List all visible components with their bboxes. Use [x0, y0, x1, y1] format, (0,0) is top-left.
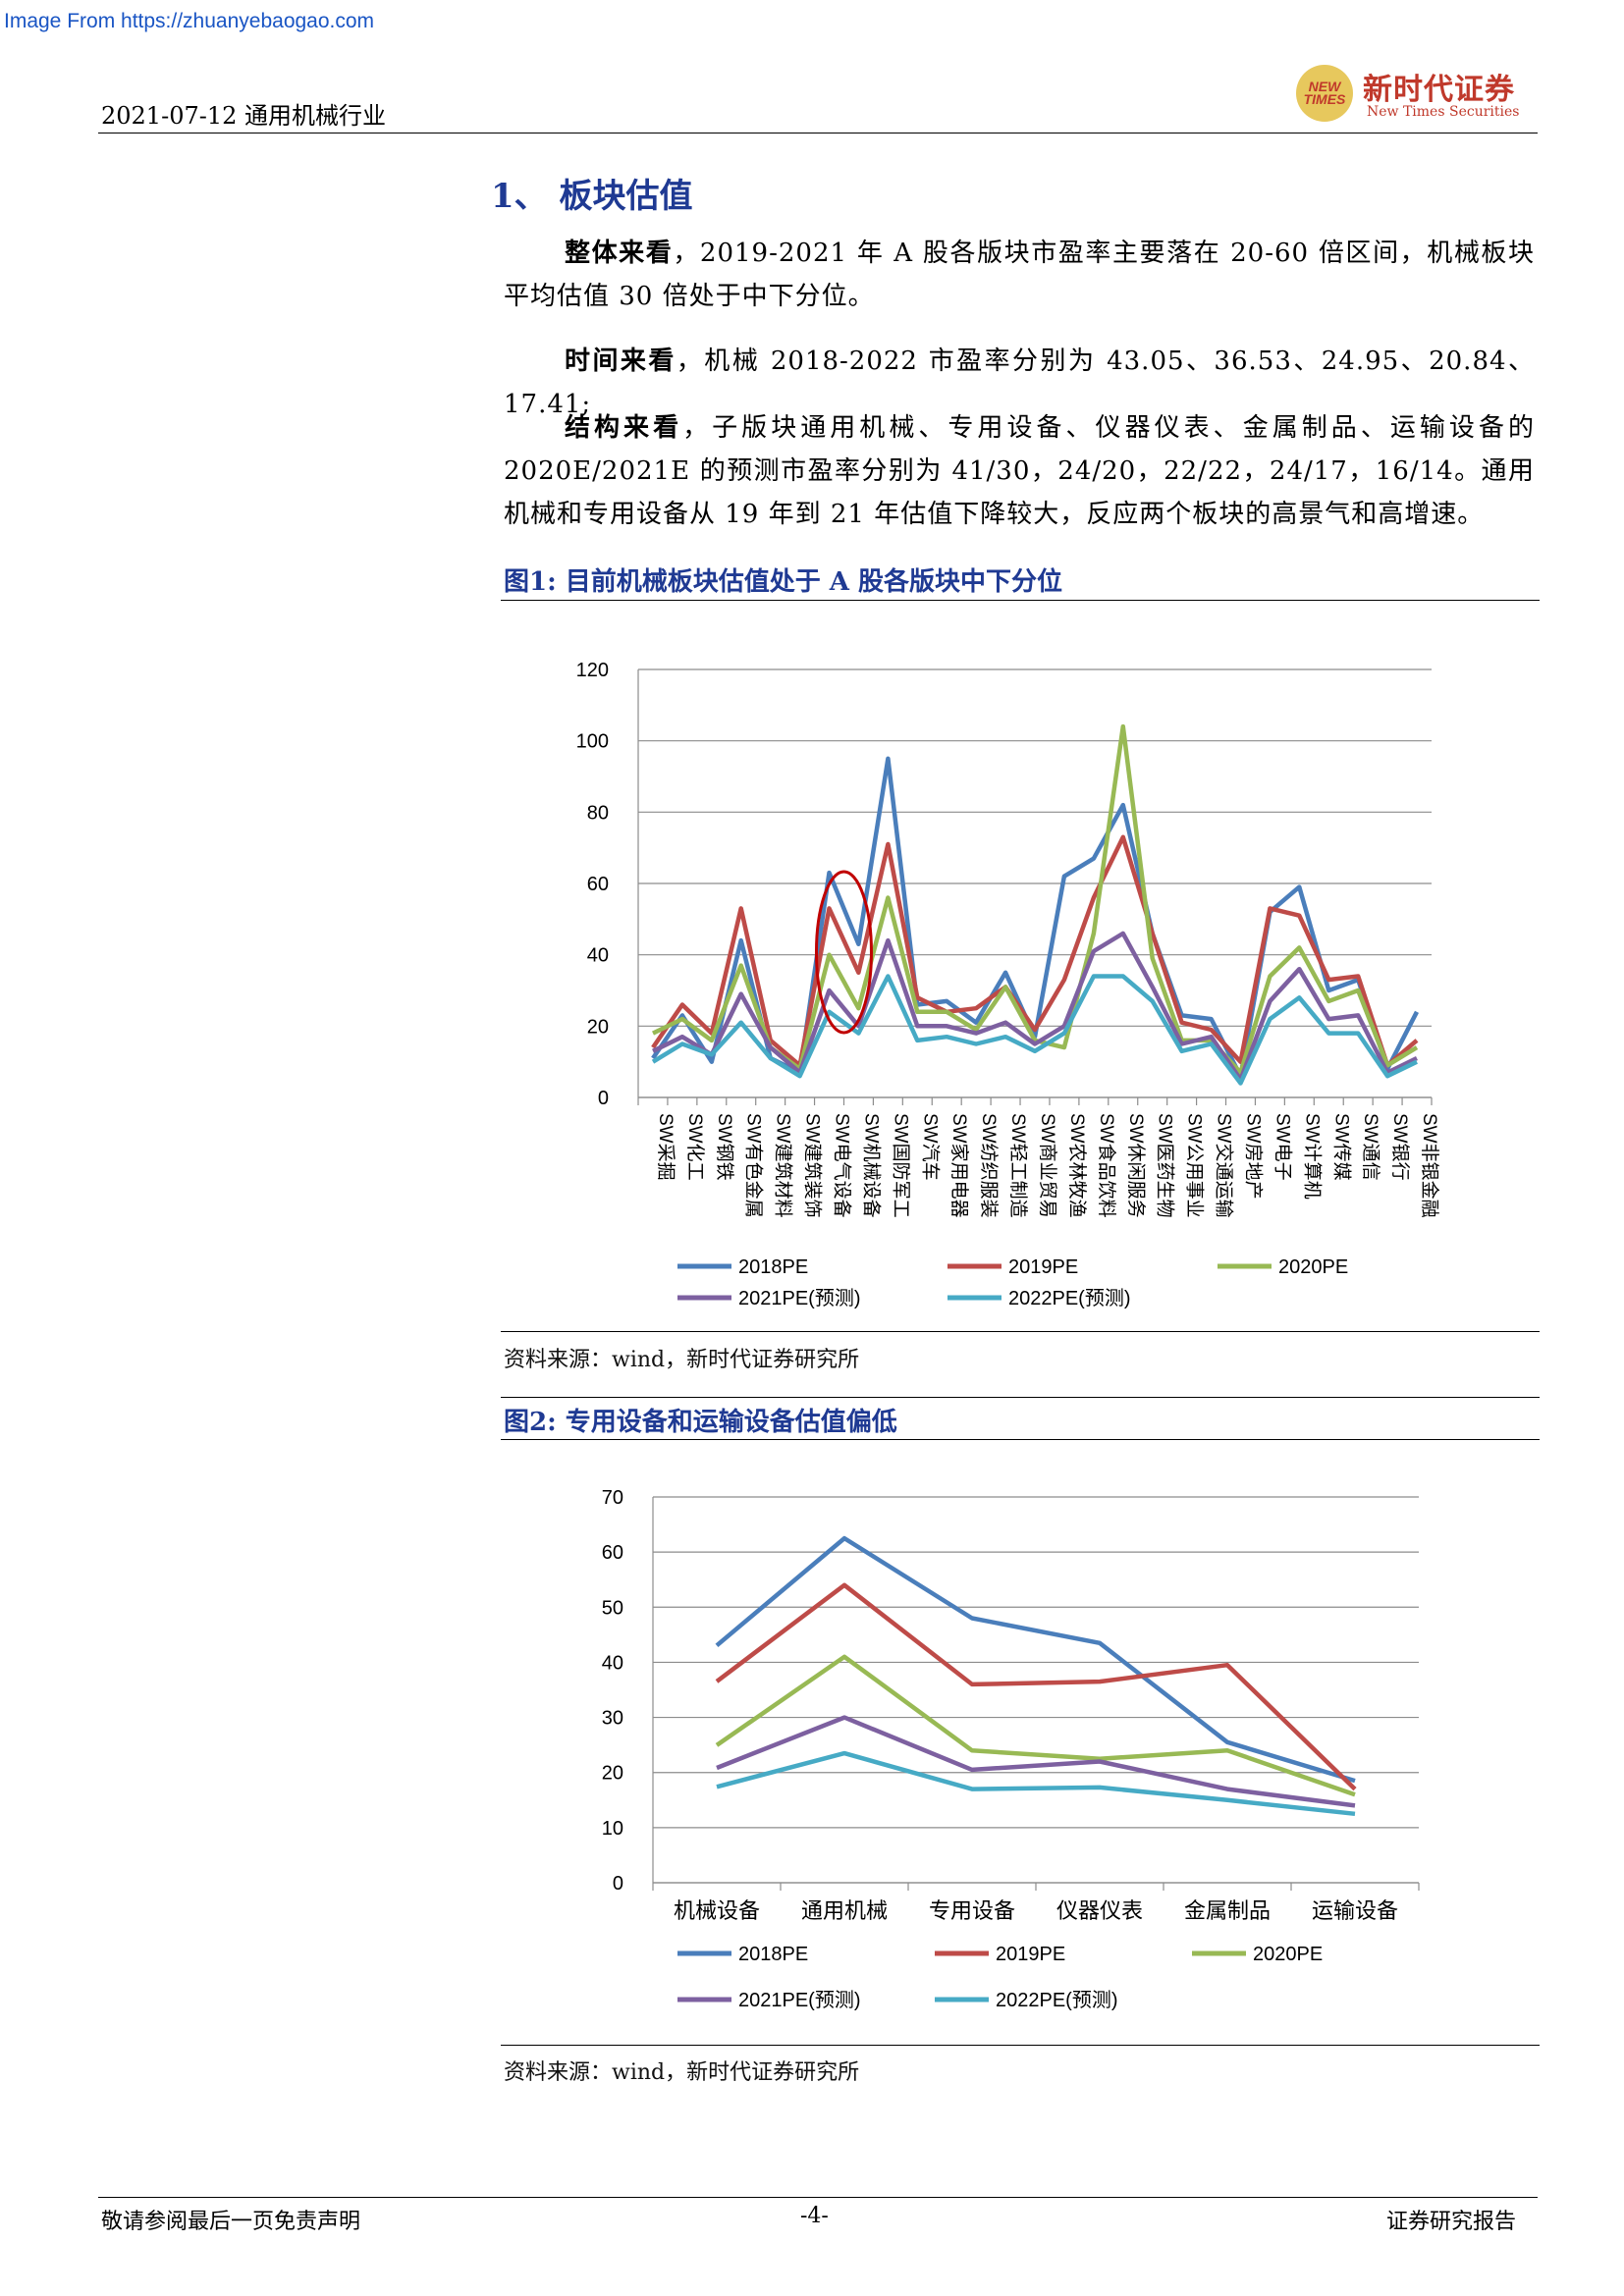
x-tick-label: SW银行 [1389, 1113, 1411, 1181]
y-tick-label: 80 [587, 802, 609, 824]
figure2-bottom-rule [501, 2045, 1540, 2046]
y-tick-label: 0 [598, 1088, 609, 1109]
paragraph-overall: 整体来看，2019-2021 年 A 股各版块市盈率主要落在 20-60 倍区间… [504, 232, 1535, 318]
legend-label: 2018PE [738, 1944, 808, 1965]
x-tick-label: 机械设备 [674, 1898, 760, 1923]
y-tick-label: 70 [602, 1487, 623, 1509]
figure2-title: 图2: 专用设备和运输设备估值偏低 [504, 1402, 897, 1438]
header-date-industry: 2021-07-12 通用机械行业 [101, 96, 386, 131]
figure1-top-rule [501, 600, 1540, 601]
x-tick-label: SW传媒 [1330, 1113, 1352, 1181]
footer-disclaimer: 敬请参阅最后一页免责声明 [101, 2204, 360, 2235]
x-tick-label: SW家用电器 [948, 1113, 970, 1218]
y-tick-label: 60 [602, 1542, 623, 1564]
x-tick-label: SW轻工制造 [1007, 1113, 1029, 1218]
legend-label: 2019PE [1008, 1256, 1078, 1278]
x-tick-label: SW非银金融 [1419, 1113, 1440, 1218]
x-tick-label: SW建筑装饰 [802, 1113, 824, 1218]
logo-english-name: New Times Securities [1367, 104, 1519, 120]
figure2-top-rule [501, 1397, 1540, 1398]
footer-rule [98, 2197, 1538, 2198]
x-tick-label: SW交通运输 [1214, 1113, 1235, 1218]
logo-emblem-text: NEW TIMES [1300, 80, 1349, 106]
figure1-title: 图1: 目前机械板块估值处于 A 股各版块中下分位 [504, 561, 1062, 598]
legend-label: 2022PE(预测) [1008, 1287, 1131, 1309]
paragraph-lead: 整体来看 [565, 239, 673, 268]
y-tick-label: 20 [602, 1763, 623, 1785]
x-tick-label: SW采掘 [655, 1113, 677, 1181]
y-tick-label: 40 [587, 945, 609, 967]
x-tick-label: SW化工 [684, 1113, 706, 1181]
y-tick-label: 20 [587, 1016, 609, 1038]
legend-label: 2021PE(预测) [738, 1989, 861, 2011]
legend-label: 2020PE [1253, 1944, 1323, 1965]
logo-emblem: NEW TIMES [1296, 65, 1353, 122]
x-tick-label: SW机械设备 [860, 1113, 882, 1218]
x-tick-label: 运输设备 [1312, 1898, 1398, 1923]
y-tick-label: 50 [602, 1597, 623, 1619]
legend-label: 2022PE(预测) [996, 1989, 1118, 2011]
figure1-bottom-rule [501, 1331, 1540, 1332]
figure1-source: 资料来源：wind，新时代证券研究所 [504, 1342, 859, 1373]
x-tick-label: SW电子 [1272, 1113, 1293, 1181]
legend-label: 2018PE [738, 1256, 808, 1278]
y-tick-label: 120 [576, 660, 609, 681]
company-logo: NEW TIMES 新时代证券 New Times Securities [1296, 61, 1542, 130]
x-tick-label: SW农林牧渔 [1066, 1113, 1088, 1218]
chart1-pe-by-sector: 0 20 40 60 80 100 120 SW采掘 SW化工 SW钢铁 SW有色金属 SW建筑材料 S… [501, 609, 1540, 1325]
x-tick-label: SW医药生物 [1155, 1113, 1176, 1218]
x-tick-label: SW通信 [1360, 1113, 1381, 1181]
paragraph-lead: 时间来看 [565, 347, 677, 376]
series-line-2020PE [717, 1657, 1355, 1794]
x-tick-label: 仪器仪表 [1056, 1898, 1143, 1923]
series-line-2019PE [717, 1585, 1355, 1789]
paragraph-lead: 结构来看 [565, 413, 682, 443]
y-tick-label: 0 [613, 1873, 623, 1895]
x-tick-label: SW国防军工 [890, 1113, 911, 1218]
figure2-title-rule [501, 1439, 1540, 1440]
legend-label: 2021PE(预测) [738, 1287, 861, 1309]
x-tick-label: SW房地产 [1242, 1113, 1264, 1200]
y-tick-label: 30 [602, 1708, 623, 1730]
paragraph-structure: 结构来看，子版块通用机械、专用设备、仪器仪表、金属制品、运输设备的 2020E/… [504, 406, 1535, 536]
x-tick-label: SW电气设备 [832, 1113, 853, 1218]
x-tick-label: SW商业贸易 [1037, 1113, 1058, 1218]
x-tick-label: 专用设备 [929, 1898, 1015, 1923]
x-tick-label: SW食品饮料 [1096, 1113, 1117, 1218]
footer-page-number: -4- [800, 2204, 829, 2228]
source-link[interactable]: Image From https://zhuanyebaogao.com [4, 10, 374, 33]
legend-label: 2020PE [1278, 1256, 1348, 1278]
legend-label: 2019PE [996, 1944, 1065, 1965]
section-title: 1、 板块估值 [491, 169, 693, 217]
figure2-source: 资料来源：wind，新时代证券研究所 [504, 2055, 859, 2086]
y-tick-label: 40 [602, 1652, 623, 1674]
y-tick-label: 10 [602, 1818, 623, 1840]
x-tick-label: 金属制品 [1184, 1898, 1271, 1923]
logo-chinese-name: 新时代证券 [1363, 65, 1515, 108]
x-tick-label: SW汽车 [919, 1113, 941, 1181]
x-tick-label: SW休闲服务 [1125, 1113, 1147, 1218]
y-tick-label: 60 [587, 874, 609, 895]
x-tick-label: SW计算机 [1301, 1113, 1323, 1200]
x-tick-label: SW建筑材料 [773, 1113, 794, 1218]
footer-report-type: 证券研究报告 [1386, 2204, 1516, 2235]
x-tick-label: SW钢铁 [714, 1113, 735, 1181]
x-tick-label: 通用机械 [801, 1898, 888, 1923]
x-tick-label: SW纺织服装 [978, 1113, 1000, 1218]
chart2-pe-by-subsector: 0 10 20 30 40 50 60 70 机械设备 通用机械 专用设备 仪器仪表 金属制品 运输设备 2… [501, 1448, 1540, 2037]
x-tick-label: SW公用事业 [1184, 1113, 1206, 1218]
y-tick-label: 100 [576, 731, 609, 753]
series-line-2018PE [717, 1538, 1355, 1781]
x-tick-label: SW有色金属 [743, 1113, 765, 1218]
